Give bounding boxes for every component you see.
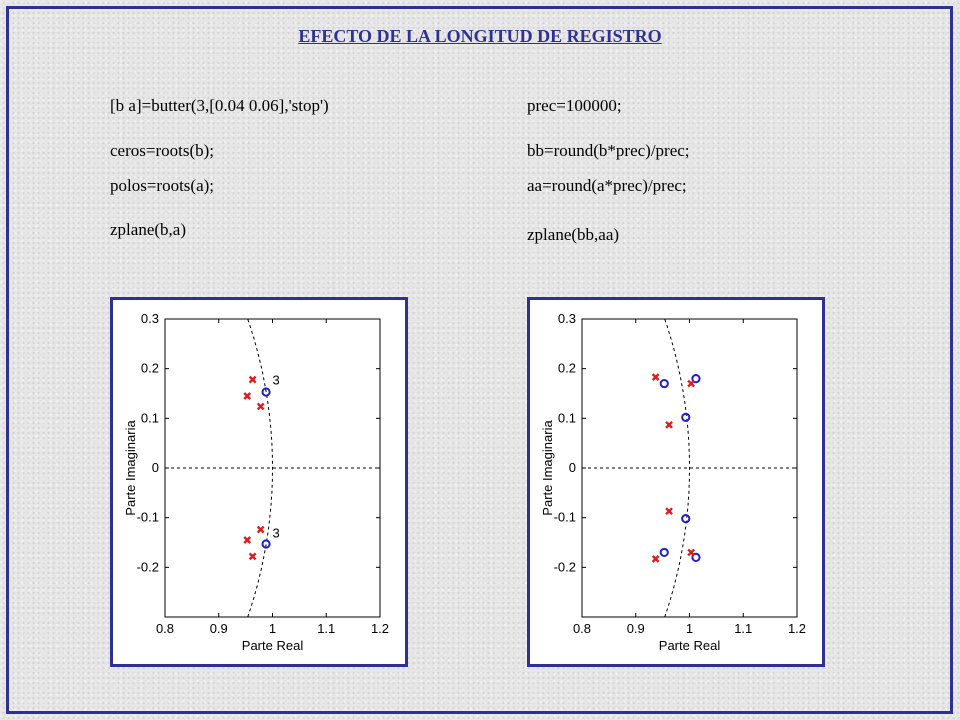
pole-marker: [243, 536, 252, 544]
y-tick-label: -0.2: [137, 559, 159, 574]
zero-marker: [659, 547, 669, 558]
y-tick-label: 0.1: [141, 410, 159, 425]
x-axis-label: Parte Real: [242, 638, 304, 653]
y-tick-label: -0.1: [137, 510, 159, 525]
x-tick-label: 1: [686, 621, 693, 636]
code-line-prec: prec=100000;: [527, 96, 622, 115]
code-line-butter: [b a]=butter(3,[0.04 0.06],'stop'): [110, 96, 329, 115]
pole-marker: [256, 402, 265, 411]
multiplicity-label: 3: [273, 373, 280, 388]
x-tick-label: 1.1: [734, 621, 752, 636]
pole-marker-stroke: [651, 555, 660, 563]
y-tick-label: 0: [152, 460, 159, 475]
zplane-plot-quantized: 0.8 0.9 1 1.1 1.2 0.3 0.2 0.1 0 -0.1 -0.2 Parte Rea…: [527, 297, 825, 667]
pole-marker-stroke: [256, 525, 265, 534]
code-line-ceros: ceros=roots(b);: [110, 141, 215, 160]
pole-marker: [248, 552, 257, 561]
zero-marker: [681, 514, 691, 524]
zero-marker: [261, 387, 271, 397]
pole-marker: [248, 375, 257, 384]
unit-circle: [247, 318, 273, 618]
x-tick-label: 0.9: [210, 621, 228, 636]
code-line-bb: bb=round(b*prec)/prec;: [527, 141, 690, 160]
slide-frame: [6, 6, 953, 714]
pole-marker-stroke: [256, 402, 265, 411]
x-tick-label: 0.8: [573, 621, 591, 636]
pole-marker-stroke: [665, 507, 673, 516]
pole-marker-stroke: [651, 373, 660, 381]
y-tick-label: 0.1: [558, 410, 576, 425]
x-tick-label: 1.2: [371, 621, 389, 636]
zero-marker: [691, 552, 701, 562]
pole-marker: [687, 379, 695, 388]
x-tick-label: 0.8: [156, 621, 174, 636]
x-tick-label: 0.9: [627, 621, 645, 636]
y-tick-label: 0: [569, 460, 576, 475]
x-axis-label: Parte Real: [659, 638, 721, 653]
pole-marker: [651, 373, 660, 381]
slide-title: EFECTO DE LA LONGITUD DE REGISTRO: [298, 26, 662, 46]
zero-marker: [261, 539, 271, 549]
x-tick-label: 1: [269, 621, 276, 636]
multiplicity-label: 3: [273, 526, 280, 541]
code-line-zplane: zplane(b,a): [110, 220, 186, 239]
zero-marker: [681, 412, 691, 422]
x-tick-label: 1.1: [317, 621, 335, 636]
zero-marker: [659, 378, 669, 389]
pole-marker-stroke: [687, 548, 695, 557]
zplane-chart-original: 0.8 0.9 1 1.1 1.2 0.3 0.2 0.1 0 -0.1 -0.2 3 3 Parte R…: [123, 311, 389, 653]
pole-marker-stroke: [665, 420, 673, 429]
zero-marker: [691, 374, 701, 384]
pole-marker: [665, 420, 673, 429]
unit-circle: [664, 318, 690, 618]
code-line-aa: aa=round(a*prec)/prec;: [527, 176, 687, 195]
pole-marker-stroke: [248, 375, 257, 384]
pole-marker: [665, 507, 673, 516]
pole-marker: [651, 555, 660, 563]
y-tick-label: 0.2: [141, 361, 159, 376]
pole-marker-stroke: [243, 536, 252, 544]
zplane-plot-original: 0.8 0.9 1 1.1 1.2 0.3 0.2 0.1 0 -0.1 -0.2 3 3 Parte R…: [110, 297, 408, 667]
pole-marker-stroke: [248, 552, 257, 561]
y-tick-label: -0.2: [554, 559, 576, 574]
zplane-chart-quantized: 0.8 0.9 1 1.1 1.2 0.3 0.2 0.1 0 -0.1 -0.2 Parte Rea…: [540, 311, 806, 653]
pole-marker: [256, 525, 265, 534]
pole-marker: [687, 548, 695, 557]
pole-marker-stroke: [687, 379, 695, 388]
y-tick-label: 0.2: [558, 361, 576, 376]
y-axis-label: Parte Imaginaria: [123, 420, 138, 516]
x-tick-label: 1.2: [788, 621, 806, 636]
code-line-zplane-quantized: zplane(bb,aa): [527, 225, 620, 244]
pole-marker-stroke: [243, 392, 252, 400]
y-axis-label: Parte Imaginaria: [540, 420, 555, 516]
pole-marker: [243, 392, 252, 400]
code-line-polos: polos=roots(a);: [110, 176, 215, 195]
y-tick-label: 0.3: [141, 311, 159, 326]
y-tick-label: 0.3: [558, 311, 576, 326]
y-tick-label: -0.1: [554, 510, 576, 525]
